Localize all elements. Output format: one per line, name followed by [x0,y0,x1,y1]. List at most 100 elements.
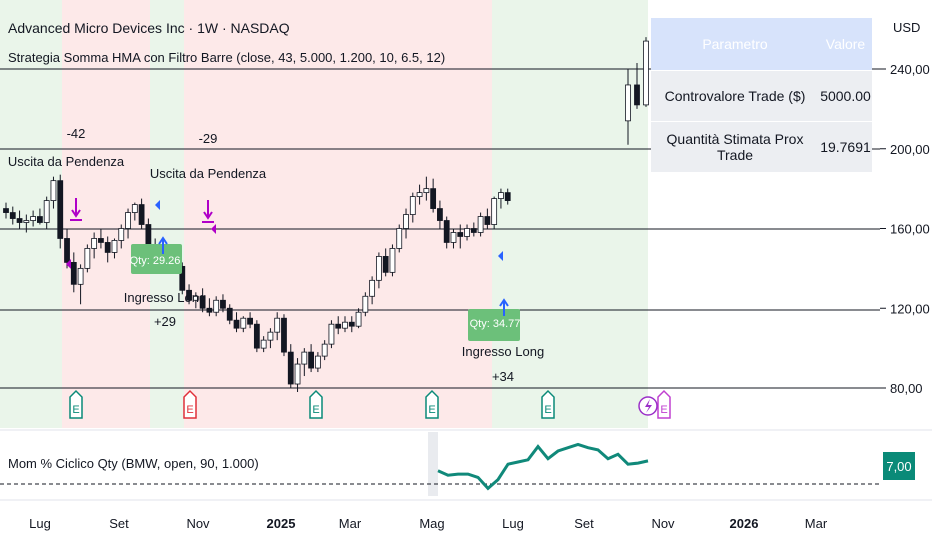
trade-signals: -42 Uscita da Pendenza -29 Uscita da Penden… [8,126,544,384]
candle-body [274,317,281,333]
candle-body [355,311,362,327]
candle-body [23,220,30,223]
candle-body [125,212,131,229]
signal-label: -29 [199,131,218,146]
candle-body [253,323,260,349]
candle-body [375,256,382,281]
y-tick-label: 240,00 [890,62,930,77]
candle-body [634,84,640,106]
candle-body [362,295,369,313]
signal-label: +29 [154,314,176,329]
indicator-value-badge: 7,00 [883,452,915,480]
earnings-letter: E [660,404,667,416]
currency-label[interactable]: USD [893,20,921,35]
candles [3,37,649,392]
candle-body [423,188,430,194]
candle-body [192,295,199,301]
candle-body [16,218,23,223]
indicator-highlight [428,432,438,496]
earnings-letter: E [72,404,79,416]
x-tick-label: 2025 [267,516,296,531]
candle-body [37,216,43,223]
y-axis: 80,00 120,00 160,00 200,00 240,00 [880,62,930,396]
y-tick-label: 80,00 [890,381,923,396]
x-tick-label: 2026 [730,516,759,531]
candle-body [206,307,213,313]
exit-arrow [71,209,81,218]
candle-body [409,196,416,215]
x-axis: Lug Set Nov 2025 Mar Mag Lug Set Nov 2026 Mar [0,499,932,531]
candle-body [301,351,308,365]
strategy-label[interactable]: Strategia Somma HMA con Filtro Barre (cl… [8,50,446,65]
candle-body [70,261,77,285]
lightning-icon [645,399,652,413]
entry-arrow [499,298,509,307]
candle-body [186,289,192,301]
signal-zone [150,0,184,428]
table-row-label: Quantità Stimata Prox Trade [666,131,804,163]
candle-body [498,192,504,199]
x-tick-label: Nov [186,516,210,531]
indicator-label[interactable]: Mom % Ciclico Qty (BMW, open, 90, 1.000) [8,456,259,471]
signal-label: Ingresso Long [462,344,544,359]
indicator-line [437,442,649,491]
direction-marker [155,200,160,210]
candle-body [64,238,70,263]
candle-body [281,317,287,353]
signal-label: Qty: 29.26 [130,255,181,267]
candle-body [220,299,226,309]
y-tick-label: 120,00 [890,301,930,316]
signal-label: Uscita da Pendenza [150,166,267,181]
candle-body [457,232,464,237]
background-zones [0,0,648,428]
earnings-marker [183,389,197,419]
entry-arrow [158,236,168,245]
table-row-label: Controvalore Trade ($) [664,88,806,104]
candle-body [260,339,267,349]
level-lines [0,68,880,389]
candle-body [403,214,409,229]
candle-body [104,242,111,253]
candle-body [267,331,274,341]
candle-body [443,220,450,243]
candle-body [287,351,294,385]
table-header-parameter: Parametro [651,18,819,71]
candle-body [643,40,649,106]
candle-body [247,317,253,325]
x-tick-label: Lug [29,516,51,531]
signal-label: Qty: 34.77 [470,318,521,330]
earnings-letter: E [544,404,551,416]
candle-body [111,240,118,253]
candle-body [470,228,477,233]
x-tick-label: Set [109,516,129,531]
candle-body [233,319,240,329]
candle-body [308,351,315,369]
candle-body [294,363,301,385]
candle-body [382,256,389,273]
candle-body [484,216,491,225]
signal-label: +34 [492,369,514,384]
candle-body [131,204,138,213]
parameter-table: Parametro Valore Controvalore Trade ($) … [651,18,872,172]
candle-body [328,323,335,345]
candle-body [240,317,247,329]
candle-body [396,228,403,249]
table-header-value: Valore [819,18,872,71]
candle-body [98,238,104,243]
candle-body [57,180,64,239]
signal-zone [492,0,648,428]
y-tick-label: 160,00 [890,222,930,237]
direction-marker [66,259,71,269]
earnings-letter: E [186,404,193,416]
candle-body [199,295,206,309]
x-tick-label: Lug [502,516,524,531]
direction-marker [498,251,503,261]
x-tick-label: Nov [651,516,675,531]
signal-label: Ingresso Long [124,290,206,305]
candle-body [118,228,125,241]
candle-body [430,188,437,209]
candle-body [77,267,84,285]
signal-label: Uscita da Pendenza [8,154,125,169]
x-tick-label: Mar [339,516,362,531]
